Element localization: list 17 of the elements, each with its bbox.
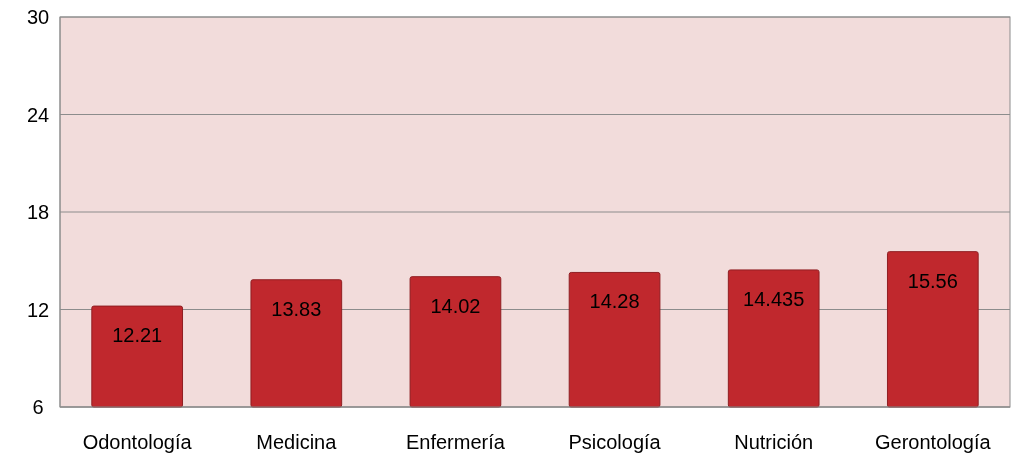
data-label: 15.56: [907, 269, 958, 292]
y-tick-label: 12: [26, 298, 50, 321]
y-tick-label: 18: [26, 201, 50, 223]
data-label: 14.435: [743, 287, 805, 310]
x-tick-label: Nutrición: [734, 431, 814, 453]
x-tick-label: Psicología: [568, 431, 662, 453]
data-label: 14.28: [589, 290, 640, 313]
y-tick-label: 6: [32, 396, 44, 418]
x-tick-label: Enfermería: [405, 431, 506, 453]
y-tick-label: 24: [26, 103, 50, 126]
y-tick-label: 30: [26, 6, 50, 28]
x-tick-label: Medicina: [256, 431, 338, 453]
x-tick-label: Gerontología: [875, 431, 992, 453]
data-label: 14.02: [430, 294, 481, 317]
data-label: 13.83: [271, 297, 322, 320]
data-label: 12.21: [112, 324, 163, 347]
x-tick-label: Odontología: [82, 431, 193, 453]
